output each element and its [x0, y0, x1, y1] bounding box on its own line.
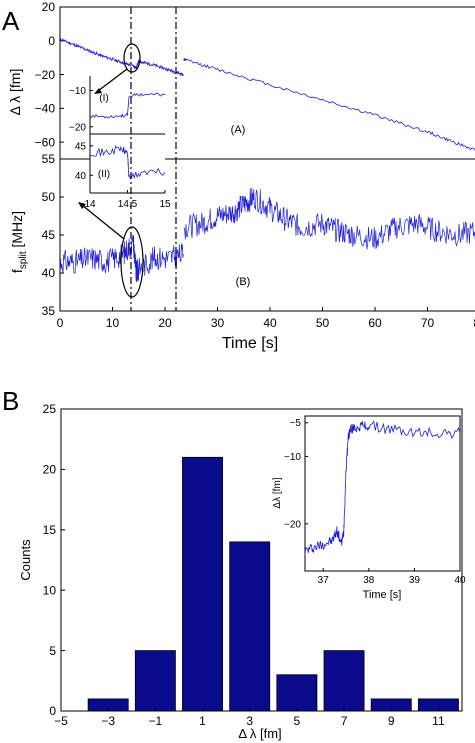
histogram-bar	[134, 650, 176, 712]
zoom-ellipse-lower	[120, 226, 144, 298]
a-lower-series	[59, 187, 475, 283]
a-inset-x-tick-label: 14	[84, 199, 96, 210]
a-inset-i-y-tick-label: −10	[69, 86, 86, 97]
a-inset-series	[89, 92, 166, 180]
b-x-tick-label: −1	[149, 714, 163, 728]
a-lower-ylabel: fsplit [MHz]	[9, 211, 29, 273]
a-upper-y-tick-label: −40	[35, 102, 56, 116]
b-x-tick-label: −3	[101, 714, 115, 728]
b-inset-x-tick-label: 39	[409, 575, 421, 586]
b-y-ticks: 0 5 10 15 20 25	[43, 402, 65, 718]
histogram-bar	[323, 650, 365, 712]
a-lower-x-tick-label: 80	[473, 316, 475, 330]
a-lower-y-tick-label: 40	[42, 266, 56, 280]
a-lower-x-tick-label: 0	[57, 316, 64, 330]
a-upper-ylabel: Δ λ [fm]	[7, 69, 23, 116]
a-inset-ticks: −10 −20 45 40 14 14.5 15	[69, 86, 171, 210]
b-inset-x-tick-label: 38	[363, 575, 375, 586]
b-x-tick-label: 9	[388, 714, 395, 728]
a-lower-y-ticks: 55 50 45 40 35	[42, 152, 64, 318]
a-inset-ii-series-line	[90, 145, 166, 180]
a-upper-annotation: (A)	[231, 124, 246, 136]
a-inset-i-y-tick-label: −20	[69, 122, 86, 133]
a-inset-x-tick-label: 14.5	[118, 199, 138, 210]
a-lower-x-tick-label: 30	[211, 316, 225, 330]
a-lower-x-tick-label: 10	[106, 316, 120, 330]
a-inset-x-tick-label: 15	[159, 199, 171, 210]
a-upper-y-ticks: 20 0 −20 −40 −60	[35, 0, 64, 149]
b-inset-frame	[304, 415, 461, 572]
a-lower-x-tick-label: 40	[263, 316, 277, 330]
a-inset: −10 −20 45 40 14 14.5 15 (I) (II)	[69, 76, 171, 210]
b-inset-y-tick-label: −5	[290, 418, 302, 429]
b-y-tick-label: 15	[43, 523, 57, 537]
b-xlabel: Δ λ [fm]	[238, 726, 281, 741]
a-lower-y-tick-label: 55	[42, 152, 56, 166]
b-x-ticks: −5 −3 −1 1 3 5 7 9 11	[54, 707, 445, 728]
b-y-tick-label: 20	[43, 463, 57, 477]
b-inset: −5 −10 −20 37 38 39 40 Time [s] Δλ [fm]	[272, 415, 466, 601]
a-zoom-annotations	[78, 7, 177, 311]
a-upper-y-tick-label: 0	[48, 34, 55, 48]
a-inset-label-ii: (II)	[98, 169, 110, 180]
b-y-tick-label: 0	[49, 704, 56, 718]
zoom-arrowhead-lower	[78, 202, 86, 209]
b-y-tick-label: 10	[43, 583, 57, 597]
a-lower-x-tick-label: 60	[368, 316, 382, 330]
a-lower-x-tick-label: 20	[158, 316, 172, 330]
a-upper-series	[59, 37, 475, 151]
a-upper-series-line	[59, 37, 184, 77]
a-lower-xlabel: Time [s]	[222, 335, 278, 352]
histogram-bar	[229, 541, 271, 712]
a-upper-y-tick-label: 20	[42, 0, 56, 14]
b-x-tick-label: −5	[54, 714, 68, 728]
b-inset-xlabel: Time [s]	[363, 589, 402, 601]
b-inset-ylabel: Δλ [fm]	[272, 477, 283, 508]
a-lower-x-tick-label: 70	[421, 316, 435, 330]
b-x-tick-label: 3	[246, 714, 253, 728]
a-lower-annotation: (B)	[236, 276, 251, 288]
a-inset-ii-y-tick-label: 45	[75, 141, 87, 152]
a-lower-x-tick-label: 50	[316, 316, 330, 330]
b-x-tick-label: 5	[294, 714, 301, 728]
b-x-tick-label: 11	[432, 714, 445, 728]
a-upper-y-tick-label: −60	[35, 135, 56, 149]
zoom-arrowhead-upper	[94, 88, 102, 94]
b-x-tick-label: 7	[341, 714, 348, 728]
a-lower-x-ticks: 0 10 20 30 40 50 60 70 80	[57, 307, 475, 330]
a-lower-series-line	[183, 187, 475, 250]
b-inset-y-tick-label: −10	[284, 452, 301, 463]
a-inset-i-series-line	[89, 92, 166, 119]
a-upper-series-line	[183, 57, 475, 151]
a-lower-y-tick-label: 45	[42, 228, 56, 242]
zoom-arrow-upper	[97, 68, 128, 92]
b-inset-x-tick-label: 40	[454, 575, 466, 586]
b-inset-x-tick-label: 37	[318, 575, 330, 586]
b-inset-y-tick-label: −20	[284, 519, 301, 530]
panel-b-label: B	[2, 386, 19, 416]
a-lower-series-line	[59, 234, 184, 283]
b-bars	[87, 456, 459, 712]
a-inset-ii-y-tick-label: 40	[75, 171, 87, 182]
a-upper-y-tick-label: −20	[35, 68, 56, 82]
b-inset-series-line	[304, 420, 461, 556]
b-y-tick-label: 25	[43, 402, 57, 416]
b-inset-ticks: −5 −10 −20 37 38 39 40	[284, 418, 466, 586]
a-lower-y-tick-label: 50	[42, 190, 56, 204]
a-lower-y-tick-label: 35	[42, 304, 56, 318]
a-inset-label-i: (I)	[99, 93, 108, 104]
histogram-bar	[182, 456, 223, 712]
b-x-tick-label: 1	[199, 714, 206, 728]
b-inset-series	[304, 420, 461, 556]
panel-a-label: A	[2, 6, 20, 36]
histogram-bar	[276, 674, 318, 712]
a-lower-axes: 55 50 45 40 35 0 10 20 30 40 50 60 70 80 Time [s] fs…	[9, 152, 475, 352]
a-upper-axes: 20 0 −20 −40 −60 Δ λ [fm] (A)	[7, 0, 475, 160]
zoom-ellipse-upper	[123, 43, 141, 73]
zoom-arrow-lower	[81, 204, 125, 240]
b-ylabel: Counts	[18, 539, 33, 581]
b-y-tick-label: 5	[49, 644, 56, 658]
b-histogram-axes: 0 5 10 15 20 25 −5 −3 −1 1 3 5 7 9 11 Δ λ [fm] Counts	[18, 402, 463, 741]
